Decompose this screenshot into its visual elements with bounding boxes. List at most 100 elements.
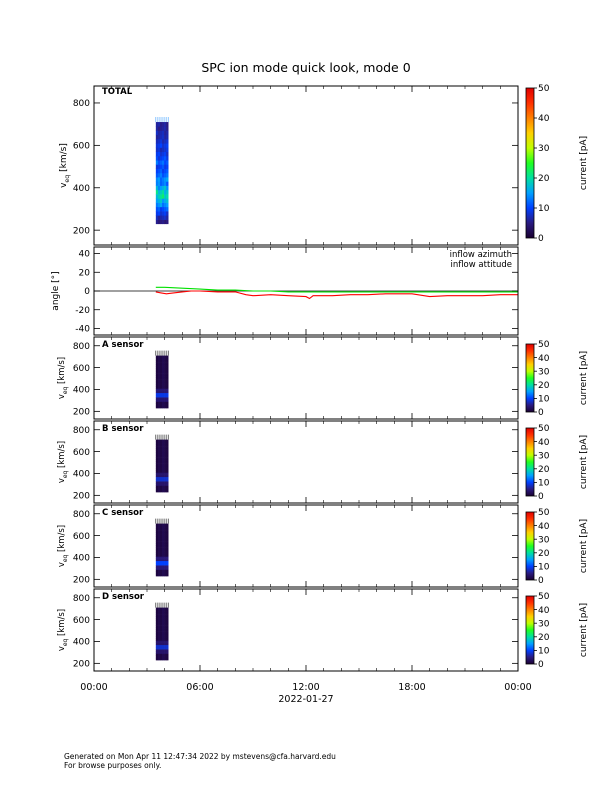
sensor-d-heat-cell xyxy=(159,620,163,624)
sensor-b-heat-cell xyxy=(157,470,161,473)
total-heat-cell xyxy=(164,147,167,153)
sensor-c-heat-cell xyxy=(155,554,159,557)
sensor-c-heat-cell xyxy=(162,547,165,551)
sensor-d-heat-cell xyxy=(164,622,167,626)
total-heat-cell xyxy=(166,198,169,203)
sensor-c-heat-cell xyxy=(155,538,159,542)
sensor-a-heat-cell xyxy=(164,366,167,370)
total-heat-cell xyxy=(166,130,169,136)
sensor-a-heat-cell xyxy=(155,366,159,370)
sensor-d-heat-cell xyxy=(166,611,169,615)
sensor-c-heat-cell xyxy=(162,532,165,535)
sensor-b-heat-cell xyxy=(155,459,159,462)
total-heat-cell xyxy=(159,134,163,140)
total-heat-cell xyxy=(157,151,161,157)
sensor-c-heat-cell xyxy=(159,562,163,566)
sensor-d-heat-cell xyxy=(166,646,169,650)
sensor-b-ytick-label: 600 xyxy=(73,448,90,458)
sensor-b-cbar-tick-label: 0 xyxy=(538,492,544,502)
total-heat-cell xyxy=(164,181,167,186)
total-heat-cell xyxy=(162,130,165,136)
sensor-d-heat-cell xyxy=(155,638,159,641)
total-heat-cell xyxy=(164,139,167,144)
sensor-b-heat-cell xyxy=(166,452,169,456)
total-heat-cell xyxy=(157,202,161,208)
total-heat-cell xyxy=(164,194,167,199)
sensor-a-heat-cell xyxy=(166,397,169,400)
sensor-c-heat-cell xyxy=(166,541,169,544)
total-heat-cell xyxy=(157,181,161,186)
total-heat-cell xyxy=(155,189,159,195)
sensor-c-heat-cell xyxy=(164,554,167,557)
sensor-b-heat-cell xyxy=(166,461,169,464)
sensor-d-heat-cell xyxy=(166,625,169,628)
sensor-c-heat-cell xyxy=(159,525,163,529)
sensor-d-heat-cell xyxy=(155,618,159,622)
sensor-b-heat-cell xyxy=(157,476,161,480)
sensor-c-heat-cell xyxy=(166,545,169,548)
sensor-c-heat-cell xyxy=(155,549,159,553)
sensor-d-heat-cell xyxy=(162,618,165,622)
sensor-a-heat-cell xyxy=(162,386,165,389)
total-heat-cell xyxy=(166,143,169,148)
sensor-d-heat-cell xyxy=(166,640,169,643)
sensor-c-heat-cell xyxy=(166,573,169,577)
sensor-b-heat-cell xyxy=(159,452,163,456)
sensor-b-heat-cell xyxy=(164,476,167,480)
sensor-d-heat-cell xyxy=(166,614,169,617)
sensor-a-heat-cell xyxy=(166,388,169,391)
sensor-c-heat-cell xyxy=(166,523,169,527)
total-heat-cell xyxy=(164,219,167,225)
sensor-b-panel-label: B sensor xyxy=(102,424,144,434)
total-heat-cell xyxy=(157,143,161,148)
sensor-b-heat-cell xyxy=(162,457,165,460)
sensor-d-heat-cell xyxy=(155,620,159,624)
sensor-a-heat-cell xyxy=(164,357,167,361)
sensor-d-heat-cell xyxy=(157,638,161,641)
sensor-a-heat-cell xyxy=(166,381,169,385)
sensor-c-heat-cell xyxy=(155,567,159,570)
sensor-c-cbar-label: current [pA] xyxy=(579,519,589,573)
sensor-a-heat-cell xyxy=(155,368,159,372)
total-heat-cell xyxy=(166,122,169,127)
sensor-d-heat-cell xyxy=(164,640,167,643)
sensor-d-heat-cell xyxy=(157,620,161,624)
sensor-b-heat-cell xyxy=(155,452,159,456)
sensor-d-heat-cell xyxy=(157,622,161,626)
total-cbar-tick-label: 30 xyxy=(538,144,550,154)
sensor-a-heat-cell xyxy=(157,405,161,409)
sensor-b-heat-cell xyxy=(162,487,165,491)
sensor-b-heat-cell xyxy=(166,476,169,480)
sensor-a-heat-cell xyxy=(162,399,165,402)
sensor-a-heat-cell xyxy=(162,403,165,407)
sensor-d-heat-cell xyxy=(159,616,163,619)
sensor-a-heat-cell xyxy=(155,355,159,359)
sensor-b-heat-cell xyxy=(162,481,165,484)
sensor-a-heat-cell xyxy=(166,399,169,402)
sensor-c-heat-cell xyxy=(159,547,163,551)
sensor-d-heat-cell xyxy=(159,622,163,626)
sensor-a-heat-cell xyxy=(157,362,161,365)
sensor-c-heat-cell xyxy=(159,560,163,564)
sensor-b-heat-cell xyxy=(157,457,161,460)
sensor-a-heat-cell xyxy=(155,405,159,409)
sensor-c-heat-cell xyxy=(157,552,161,555)
sensor-d-ytick-label: 800 xyxy=(73,594,90,604)
sensor-d-heat-cell xyxy=(162,616,165,619)
sensor-c-heat-cell xyxy=(159,549,163,553)
sensor-a-heat-cell xyxy=(155,375,159,378)
total-heat-cell xyxy=(162,206,165,212)
total-heat-cell xyxy=(166,194,169,199)
sensor-d-heat-cell xyxy=(155,633,159,637)
total-cbar-tick-label: 0 xyxy=(538,234,544,244)
total-heat-cell xyxy=(164,151,167,157)
sensor-d-heat-cell xyxy=(162,653,165,656)
inflow-azimuth-line xyxy=(155,290,518,300)
sensor-b-heat-cell xyxy=(164,457,167,460)
sensor-d-heat-cell xyxy=(164,657,167,661)
sensor-c-heat-cell xyxy=(166,571,169,575)
total-heat-cell xyxy=(157,189,161,195)
sensor-b-heat-cell xyxy=(162,472,165,475)
total-colorbar xyxy=(525,87,535,239)
sensor-c-heat-cell xyxy=(159,573,163,577)
